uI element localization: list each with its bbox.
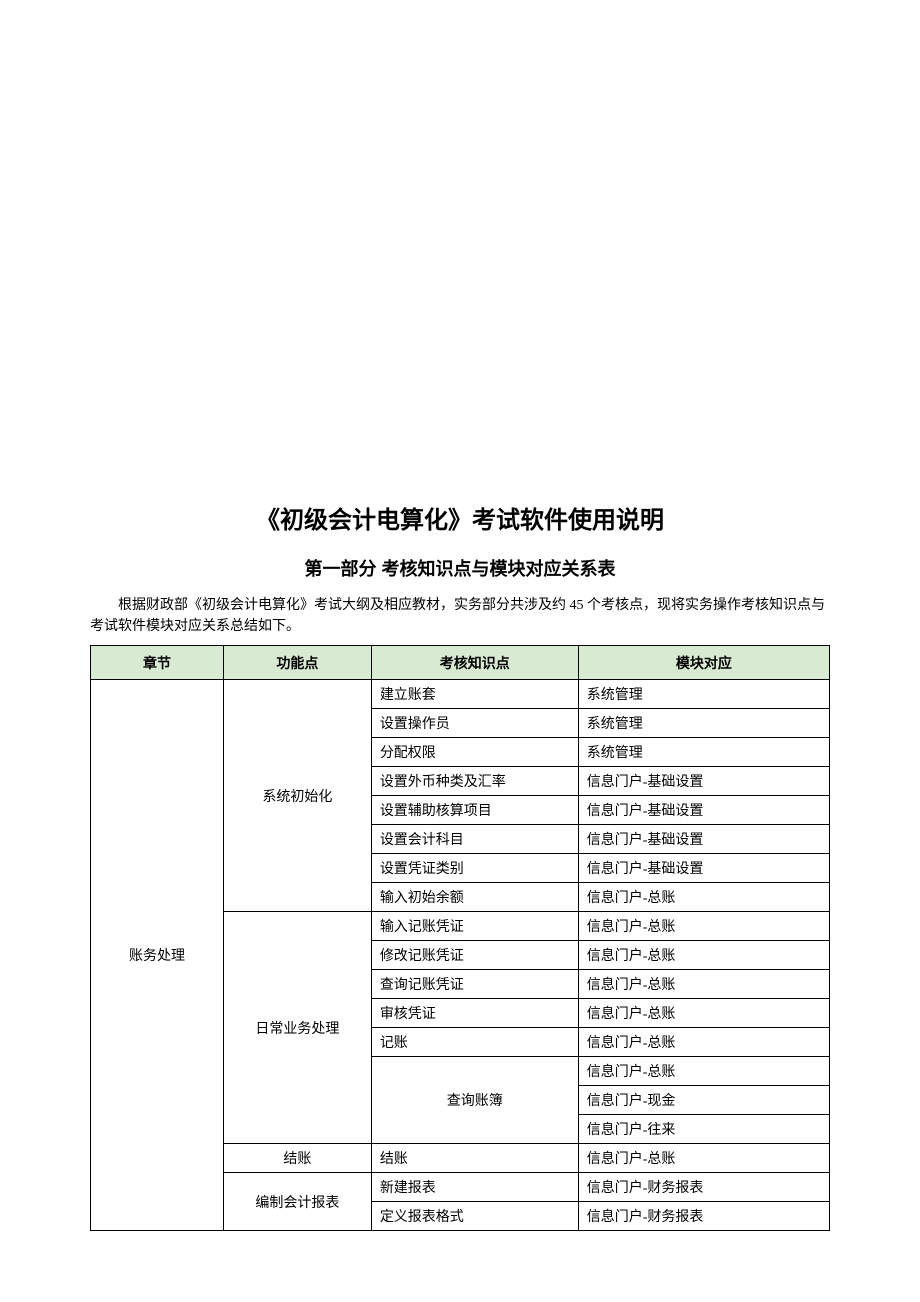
section-cell: 日常业务处理 [224, 912, 372, 1144]
document-content: 《初级会计电算化》考试软件使用说明 第一部分 考核知识点与模块对应关系表 根据财… [0, 0, 920, 1231]
knowledge-cell: 设置凭证类别 [371, 854, 578, 883]
header-function: 功能点 [224, 646, 372, 680]
knowledge-cell: 建立账套 [371, 680, 578, 709]
chapter-cell: 账务处理 [91, 680, 224, 1231]
module-cell: 信息门户-总账 [578, 1028, 829, 1057]
knowledge-cell: 输入初始余额 [371, 883, 578, 912]
module-cell: 系统管理 [578, 709, 829, 738]
module-cell: 信息门户-总账 [578, 883, 829, 912]
section-cell: 结账 [224, 1144, 372, 1173]
knowledge-cell: 设置外币种类及汇率 [371, 767, 578, 796]
module-cell: 信息门户-基础设置 [578, 796, 829, 825]
knowledge-cell: 分配权限 [371, 738, 578, 767]
knowledge-cell: 设置辅助核算项目 [371, 796, 578, 825]
knowledge-cell: 设置会计科目 [371, 825, 578, 854]
knowledge-cell: 输入记账凭证 [371, 912, 578, 941]
module-cell: 系统管理 [578, 680, 829, 709]
knowledge-cell: 定义报表格式 [371, 1202, 578, 1231]
knowledge-cell: 结账 [371, 1144, 578, 1173]
mapping-table: 章节 功能点 考核知识点 模块对应 账务处理 系统初始化 建立账套 系统管理 设… [90, 645, 830, 1231]
knowledge-cell: 查询记账凭证 [371, 970, 578, 999]
knowledge-cell: 查询账簿 [371, 1057, 578, 1144]
table-row: 账务处理 系统初始化 建立账套 系统管理 [91, 680, 830, 709]
section-cell: 系统初始化 [224, 680, 372, 912]
module-cell: 信息门户-基础设置 [578, 825, 829, 854]
module-cell: 信息门户-总账 [578, 970, 829, 999]
header-module: 模块对应 [578, 646, 829, 680]
module-cell: 信息门户-财务报表 [578, 1202, 829, 1231]
module-cell: 信息门户-基础设置 [578, 767, 829, 796]
module-cell: 信息门户-往来 [578, 1115, 829, 1144]
sub-title: 第一部分 考核知识点与模块对应关系表 [90, 555, 830, 581]
knowledge-cell: 修改记账凭证 [371, 941, 578, 970]
main-title: 《初级会计电算化》考试软件使用说明 [90, 500, 830, 535]
knowledge-cell: 审核凭证 [371, 999, 578, 1028]
module-cell: 信息门户-基础设置 [578, 854, 829, 883]
table-header-row: 章节 功能点 考核知识点 模块对应 [91, 646, 830, 680]
module-cell: 信息门户-总账 [578, 912, 829, 941]
header-knowledge: 考核知识点 [371, 646, 578, 680]
knowledge-cell: 设置操作员 [371, 709, 578, 738]
knowledge-cell: 新建报表 [371, 1173, 578, 1202]
module-cell: 信息门户-现金 [578, 1086, 829, 1115]
intro-paragraph: 根据财政部《初级会计电算化》考试大纲及相应教材，实务部分共涉及约 45 个考核点… [90, 595, 830, 637]
module-cell: 信息门户-总账 [578, 941, 829, 970]
module-cell: 信息门户-总账 [578, 1144, 829, 1173]
knowledge-cell: 记账 [371, 1028, 578, 1057]
module-cell: 信息门户-财务报表 [578, 1173, 829, 1202]
module-cell: 系统管理 [578, 738, 829, 767]
module-cell: 信息门户-总账 [578, 1057, 829, 1086]
section-cell: 编制会计报表 [224, 1173, 372, 1231]
header-chapter: 章节 [91, 646, 224, 680]
module-cell: 信息门户-总账 [578, 999, 829, 1028]
